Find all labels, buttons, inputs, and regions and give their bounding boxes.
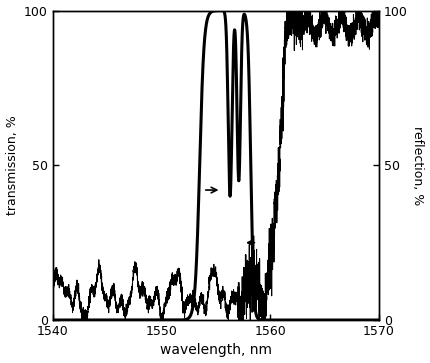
Y-axis label: transmission, %: transmission, %	[6, 115, 18, 215]
Y-axis label: reflection, %: reflection, %	[412, 126, 424, 205]
X-axis label: wavelength, nm: wavelength, nm	[160, 343, 272, 358]
